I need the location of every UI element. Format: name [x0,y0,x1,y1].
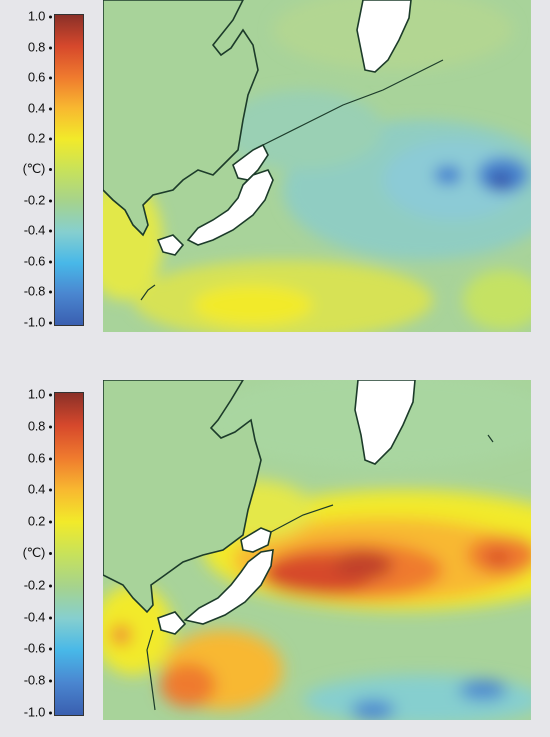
tick-label: 0.8 [4,39,52,54]
tick-label: -0.2 [4,192,52,207]
colorbar-tick-labels: 1.0 0.8 0.6 0.4 0.2 (℃) -0.2 -0.4 -0.6 -… [4,387,54,720]
top-map-panel: 1.0 0.8 0.6 0.4 0.2 (℃) -0.2 -0.4 -0.6 -… [0,0,550,350]
tick-label: 0.4 [4,482,52,497]
tick-label: -1.0 [4,315,52,330]
tick-label: -0.6 [4,641,52,656]
tick-label: -0.4 [4,223,52,238]
colorbar [54,392,84,716]
map-svg [103,0,531,332]
colorbar-tick-labels: 1.0 0.8 0.6 0.4 0.2 (℃) -0.2 -0.4 -0.6 -… [4,9,54,330]
temperature-anomaly-map [103,380,531,720]
land-masses [103,0,412,256]
tick-label: 1.0 [4,387,52,402]
tick-label: -0.8 [4,284,52,299]
tick-label: 0.2 [4,514,52,529]
map-svg [103,380,531,720]
tick-label: 0.8 [4,418,52,433]
tick-label: -0.2 [4,577,52,592]
tick-label: 1.0 [4,9,52,24]
coastline [146,434,494,711]
tick-label: -0.8 [4,673,52,688]
tick-label: 0.6 [4,70,52,85]
unit-label: (℃) [4,545,52,561]
tick-label: -0.6 [4,253,52,268]
unit-label: (℃) [4,161,52,177]
tick-label: 0.2 [4,131,52,146]
tick-label: -1.0 [4,705,52,720]
temperature-anomaly-map [103,0,531,332]
coastline [103,59,444,301]
land-masses [103,380,416,635]
colorbar [54,14,84,326]
tick-label: 0.4 [4,100,52,115]
bottom-map-panel: 1.0 0.8 0.6 0.4 0.2 (℃) -0.2 -0.4 -0.6 -… [0,380,550,730]
tick-label: 0.6 [4,450,52,465]
tick-label: -0.4 [4,609,52,624]
